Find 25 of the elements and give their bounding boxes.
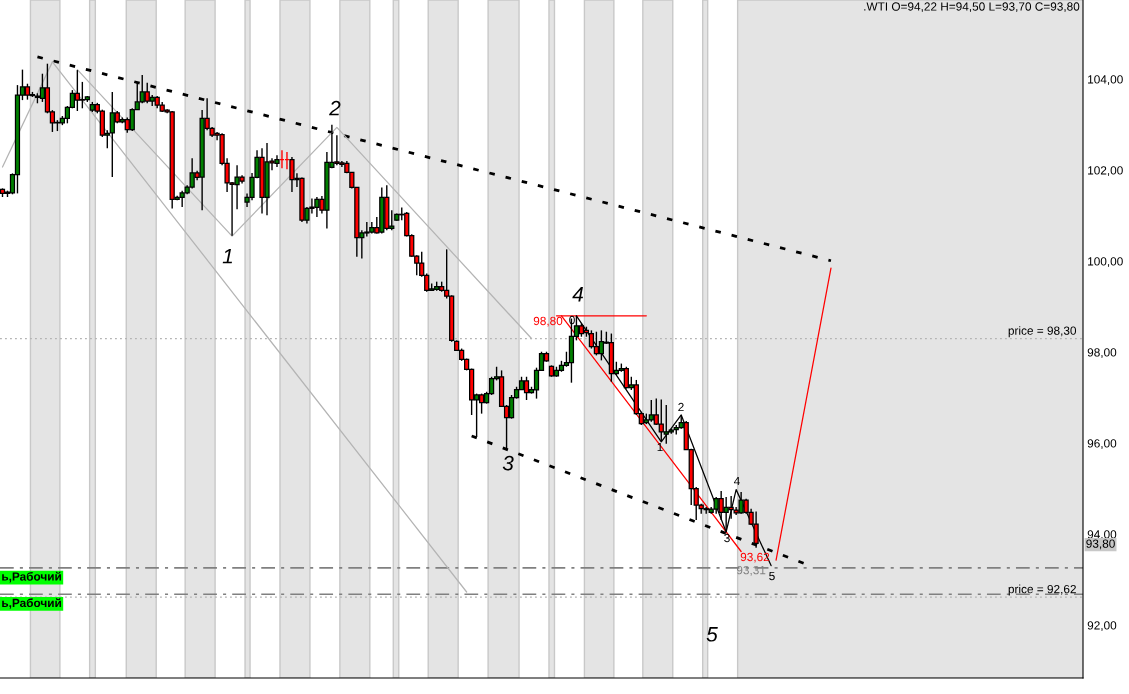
annotation: 3 — [724, 533, 730, 543]
annotation: 1 — [222, 249, 233, 264]
y-tick-label: 102,00 — [1088, 166, 1123, 176]
ref-line-label: ь,Рабочий — [2, 598, 61, 609]
y-tick-label: 94,00 — [1087, 530, 1117, 540]
ref-line-label: price = 92,62 — [1008, 584, 1076, 596]
annotation: 2 — [678, 402, 684, 412]
y-tick-label: 104,00 — [1088, 75, 1123, 85]
ref-line-label: price = 98,30 — [1008, 326, 1077, 338]
annotation: 2 — [329, 100, 341, 116]
ref-line-label: ь,Рабочий — [2, 571, 61, 583]
annotation: 0 — [569, 315, 575, 325]
y-tick-label: 92,00 — [1087, 621, 1117, 631]
y-tick-label: 100,00 — [1088, 257, 1123, 267]
chart-title: .WTI O=94,22 H=94,50 L=93,70 C=93,80 — [864, 2, 1080, 13]
annotation: 3 — [502, 455, 514, 471]
annotation: 5 — [769, 571, 775, 581]
annotation: 4 — [572, 287, 584, 302]
annotation: 5 — [706, 627, 718, 642]
annotation: 4 — [733, 476, 740, 486]
annotation: 1 — [657, 442, 663, 452]
y-tick-label: 98,00 — [1087, 348, 1117, 358]
annotation: 98,80 — [533, 316, 563, 327]
y-tick-label: 96,00 — [1087, 439, 1117, 449]
annotation: 93,80 — [1086, 539, 1115, 550]
